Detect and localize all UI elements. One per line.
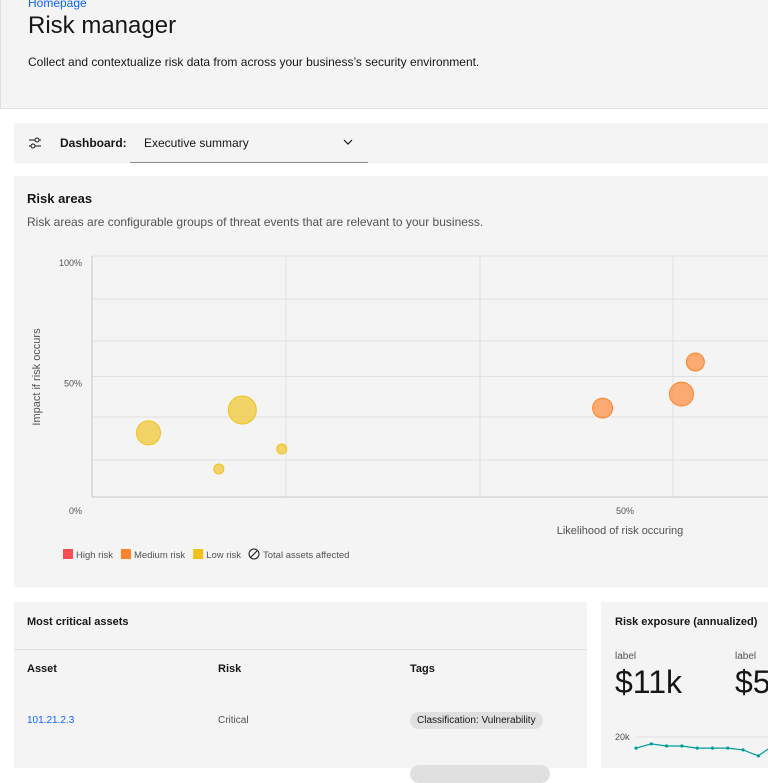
page-description: Collect and contextualize risk data from… bbox=[28, 55, 480, 69]
y-axis-label: Impact if risk occurs bbox=[31, 328, 43, 426]
bubble bbox=[592, 397, 614, 419]
panel-title: Risk exposure (annualized) bbox=[615, 616, 758, 628]
column-header: Asset bbox=[27, 663, 57, 675]
trend-point bbox=[741, 748, 745, 752]
size-legend-icon bbox=[250, 550, 258, 558]
panel-title: Most critical assets bbox=[27, 616, 129, 628]
tag: Classification: Vulnerability bbox=[410, 712, 543, 729]
header: Homepage Risk manager Collect and contex… bbox=[0, 0, 768, 109]
bubble bbox=[135, 420, 161, 446]
exposure-panel: Risk exposure (annualized) label $11k la… bbox=[601, 602, 768, 768]
bubble bbox=[227, 395, 257, 425]
bubble bbox=[668, 381, 694, 407]
legend-label: Medium risk bbox=[134, 550, 185, 561]
divider bbox=[14, 649, 587, 650]
legend-label: Low risk bbox=[206, 550, 241, 561]
trend-point bbox=[756, 754, 761, 758]
trend-point bbox=[680, 744, 684, 748]
trend-point bbox=[726, 746, 730, 750]
legend-label: Total assets affected bbox=[263, 550, 349, 561]
bubble bbox=[685, 352, 705, 372]
legend-swatch bbox=[63, 549, 73, 559]
column-header: Tags bbox=[410, 663, 435, 675]
bubble bbox=[276, 443, 288, 455]
panel-title: Risk areas bbox=[27, 191, 93, 206]
breadcrumb[interactable]: Homepage bbox=[28, 0, 87, 10]
y-tick-label: 0% bbox=[69, 506, 82, 516]
size-legend-icon bbox=[248, 548, 260, 560]
trend-point bbox=[634, 746, 638, 750]
legend-swatch bbox=[193, 549, 204, 559]
y-tick-label: 100% bbox=[59, 258, 82, 268]
x-axis-label: Likelihood of risk occuring bbox=[557, 525, 684, 537]
trend-point bbox=[649, 742, 653, 746]
metric-label: label bbox=[615, 651, 637, 662]
metric-value: $5 bbox=[735, 664, 768, 700]
risk-areas-panel: Risk areas Risk areas are configurable g… bbox=[14, 176, 768, 587]
trend-point bbox=[695, 746, 699, 750]
trend-line bbox=[635, 743, 768, 757]
y-tick-label: 20k bbox=[615, 732, 630, 742]
bubble bbox=[213, 463, 225, 475]
settings-icon[interactable] bbox=[28, 136, 42, 150]
trend-point bbox=[710, 746, 715, 750]
column-header: Risk bbox=[218, 663, 242, 675]
dashboard-dropdown[interactable]: Executive summary bbox=[130, 123, 368, 163]
page-title: Risk manager bbox=[28, 12, 177, 39]
asset-link[interactable]: 101.21.2.3 bbox=[27, 715, 75, 726]
chevron bbox=[343, 139, 353, 145]
dropdown-value: Executive summary bbox=[144, 136, 249, 150]
trend-point bbox=[665, 744, 669, 748]
legend-swatch bbox=[120, 549, 131, 559]
metric-label: label bbox=[735, 651, 757, 662]
y-tick-label: 50% bbox=[64, 379, 82, 389]
x-tick-label: 50% bbox=[616, 506, 634, 516]
metric-value: $11k bbox=[615, 664, 683, 700]
risk-cell: Critical bbox=[218, 715, 249, 726]
panel-description: Risk areas are configurable groups of th… bbox=[27, 215, 484, 229]
dashboard-label: Dashboard: bbox=[60, 136, 127, 150]
legend-label: High risk bbox=[76, 550, 113, 561]
toolbar: Dashboard: Executive summary bbox=[14, 123, 768, 163]
